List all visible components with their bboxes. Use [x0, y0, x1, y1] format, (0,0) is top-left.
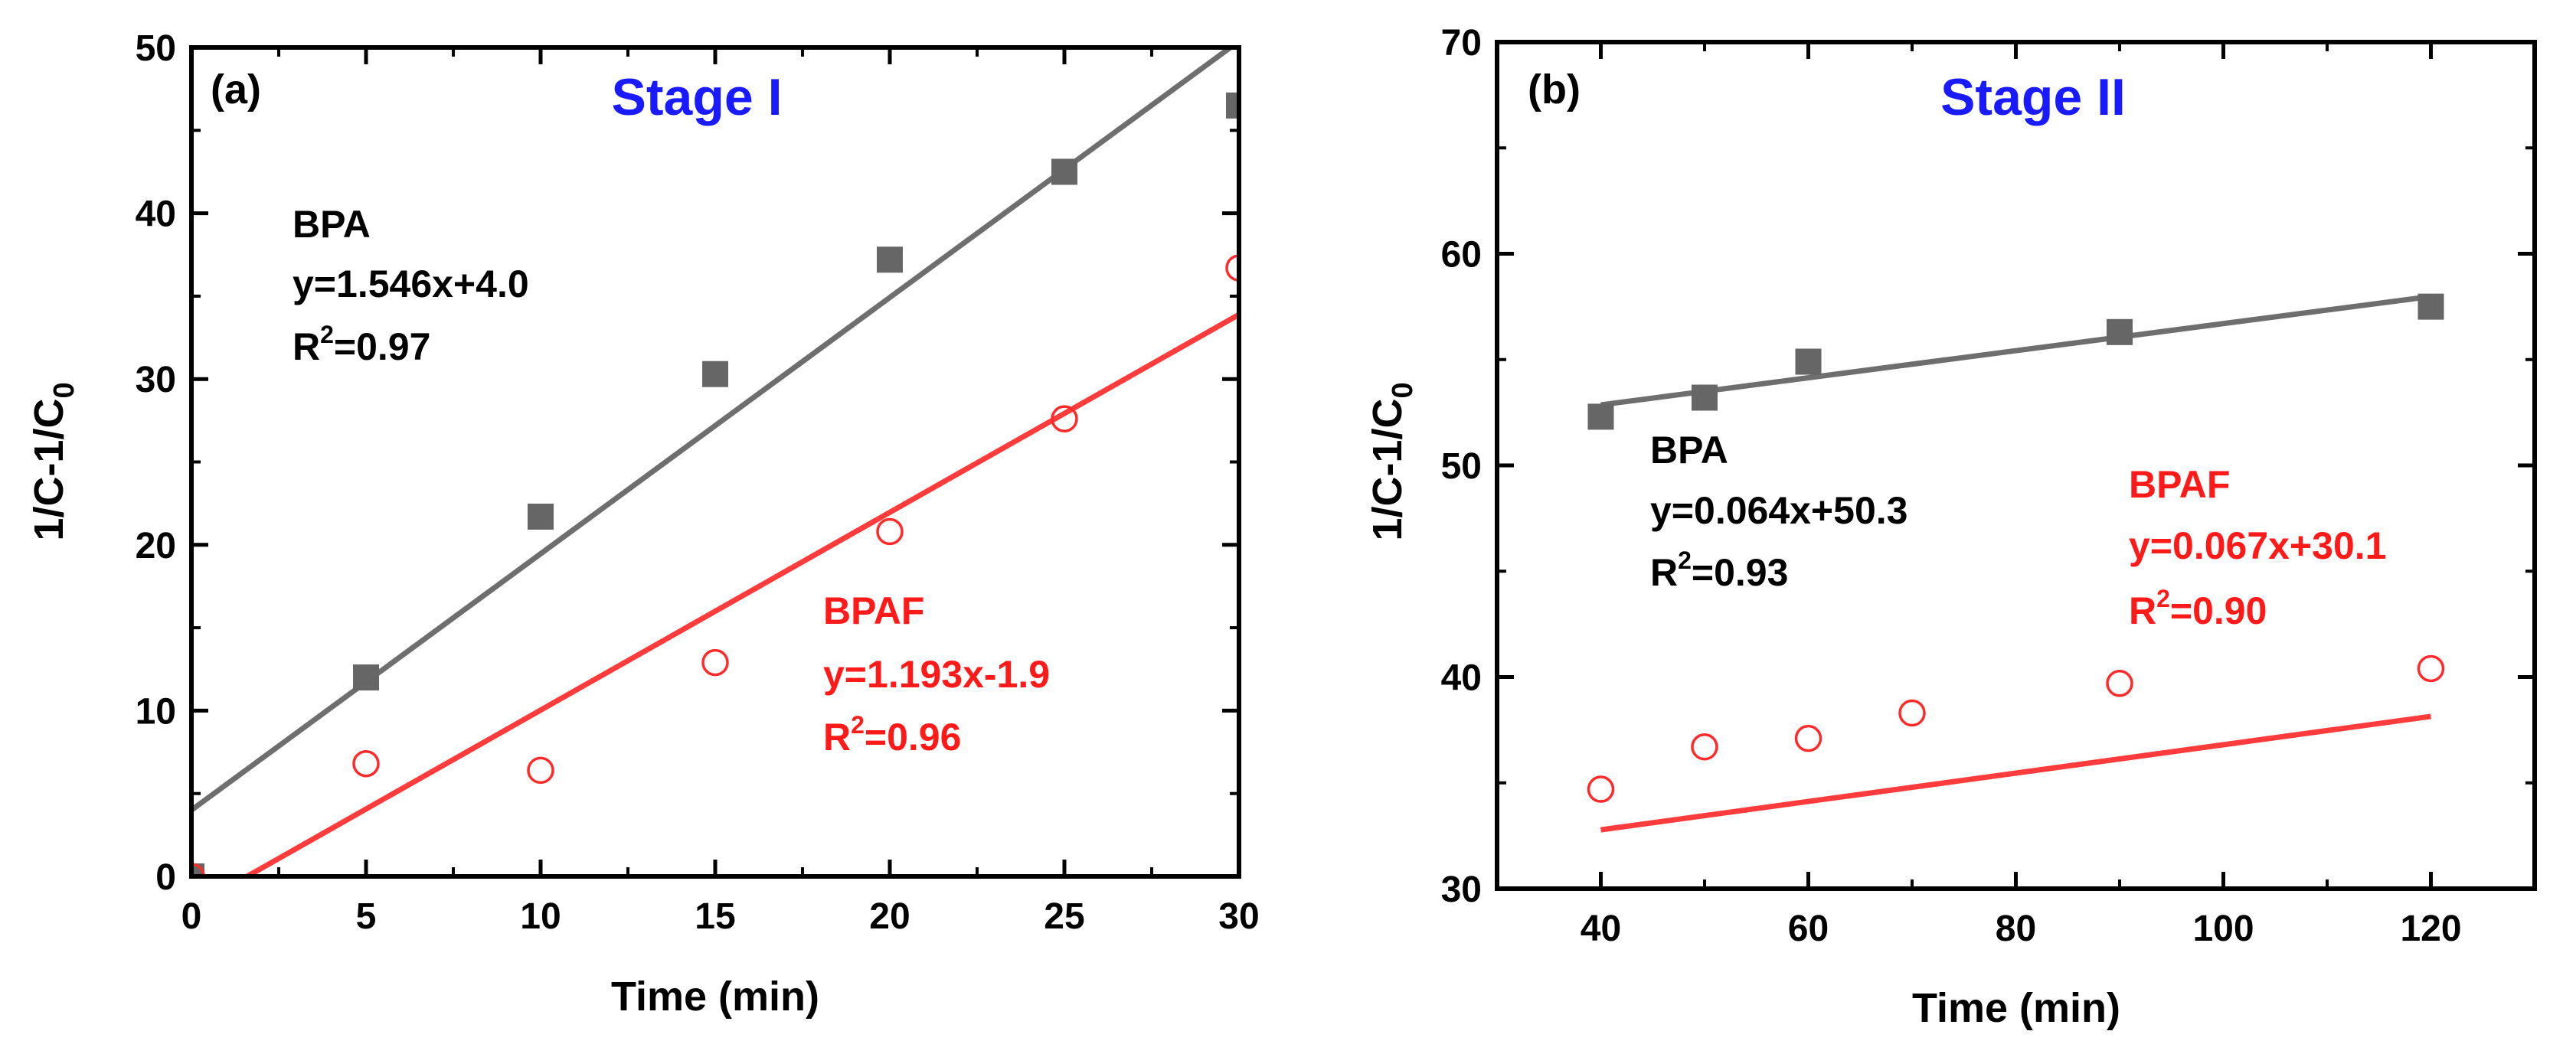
bpaf-fit-line — [1600, 713, 2431, 833]
panel-b-ticks: 40 60 80 100 120 30 40 50 60 70 — [1441, 23, 2536, 949]
bpaf-data-point — [2417, 654, 2445, 683]
bpa-data-point — [2107, 318, 2133, 345]
bpaf-data-point — [1225, 254, 1239, 282]
bpaf-label: BPAF — [2129, 463, 2230, 506]
bpaf-data-point — [1051, 405, 1078, 432]
bpa-data-point — [353, 664, 379, 691]
y-tick-label: 60 — [1441, 235, 1482, 276]
bpaf-data-point — [352, 749, 380, 778]
bpaf-equation: y=1.193x-1.9 — [823, 653, 1050, 696]
x-tick-label: 60 — [1788, 909, 1829, 949]
x-tick-label: 80 — [1996, 909, 2036, 949]
x-tick-label: 20 — [869, 896, 910, 937]
bpaf-data-point — [527, 756, 554, 785]
panel-b-x-axis-title: Time (min) — [1912, 985, 2120, 1031]
bpaf-data-point — [701, 648, 729, 677]
bpaf-data-point — [1691, 733, 1718, 761]
bpa-r-squared: R2=0.97 — [293, 321, 430, 368]
bpa-equation: y=0.064x+50.3 — [1650, 489, 1907, 532]
bpaf-data-point — [1898, 699, 1926, 727]
x-tick-label: 5 — [356, 896, 377, 937]
panel-b-title: Stage II — [1940, 68, 2126, 126]
bpa-label: BPA — [293, 203, 371, 246]
bpa-fit-line — [1600, 293, 2431, 408]
bpa-data-point — [1051, 158, 1077, 185]
bpa-data-point — [1795, 348, 1822, 375]
bpa-data-point — [2417, 293, 2444, 320]
panel-a-y-axis-title: 1/C-1/C0 — [26, 382, 80, 540]
bpa-data-point — [1587, 403, 1614, 430]
x-tick-label: 120 — [2400, 909, 2461, 949]
bpaf-fit-line — [241, 312, 1239, 876]
bpa-data-point — [528, 503, 554, 530]
bpaf-data-point — [1587, 775, 1615, 803]
bpa-label: BPA — [1650, 429, 1728, 472]
x-tick-label: 0 — [181, 896, 202, 937]
panel-a-title: Stage I — [612, 68, 783, 126]
y-tick-label: 40 — [1441, 658, 1482, 699]
bpa-data-point — [1226, 92, 1239, 119]
bpa-data-point — [1692, 384, 1718, 411]
x-tick-label: 10 — [520, 896, 561, 937]
bpaf-data-point — [2106, 670, 2133, 697]
y-tick-label: 20 — [136, 526, 176, 566]
bpaf-r-squared: R2=0.96 — [823, 711, 961, 759]
panel-a-plot-area — [191, 47, 1239, 876]
bpa-data-point — [877, 246, 903, 273]
x-tick-label: 25 — [1044, 896, 1084, 937]
bpa-equation: y=1.546x+4.0 — [293, 263, 529, 305]
x-tick-label: 100 — [2192, 909, 2254, 949]
y-tick-label: 70 — [1441, 23, 1482, 64]
bpaf-r-squared: R2=0.90 — [2129, 585, 2267, 632]
y-tick-label: 50 — [136, 28, 176, 69]
bpa-r-squared: R2=0.93 — [1650, 547, 1788, 594]
y-tick-label: 0 — [155, 857, 176, 898]
bpa-fit-line — [191, 47, 1235, 813]
panel-a-x-axis-title: Time (min) — [611, 974, 819, 1020]
y-tick-label: 30 — [136, 360, 176, 400]
bpa-data-point — [191, 863, 204, 876]
y-tick-label: 10 — [136, 691, 176, 732]
bpaf-data-point — [1794, 724, 1822, 752]
y-tick-label: 30 — [1441, 870, 1482, 910]
panel-b-plot-area — [1587, 293, 2445, 833]
panel-b-label: (b) — [1528, 67, 1581, 113]
x-tick-label: 40 — [1581, 909, 1621, 949]
y-tick-label: 40 — [136, 194, 176, 235]
bpaf-data-point — [876, 517, 904, 546]
bpa-data-point — [702, 361, 728, 387]
bpaf-label: BPAF — [823, 589, 924, 632]
panel-b-y-axis-title: 1/C-1/C0 — [1365, 382, 1419, 540]
panel-a-label: (a) — [211, 67, 261, 113]
panel-a-ticks: 0 5 10 15 20 25 30 0 10 20 30 40 50 — [136, 28, 1260, 937]
x-tick-label: 30 — [1218, 896, 1259, 937]
y-tick-label: 50 — [1441, 446, 1482, 487]
panel-a-frame — [189, 45, 1241, 879]
x-tick-label: 15 — [695, 896, 735, 937]
bpaf-equation: y=0.067x+30.1 — [2129, 524, 2386, 567]
